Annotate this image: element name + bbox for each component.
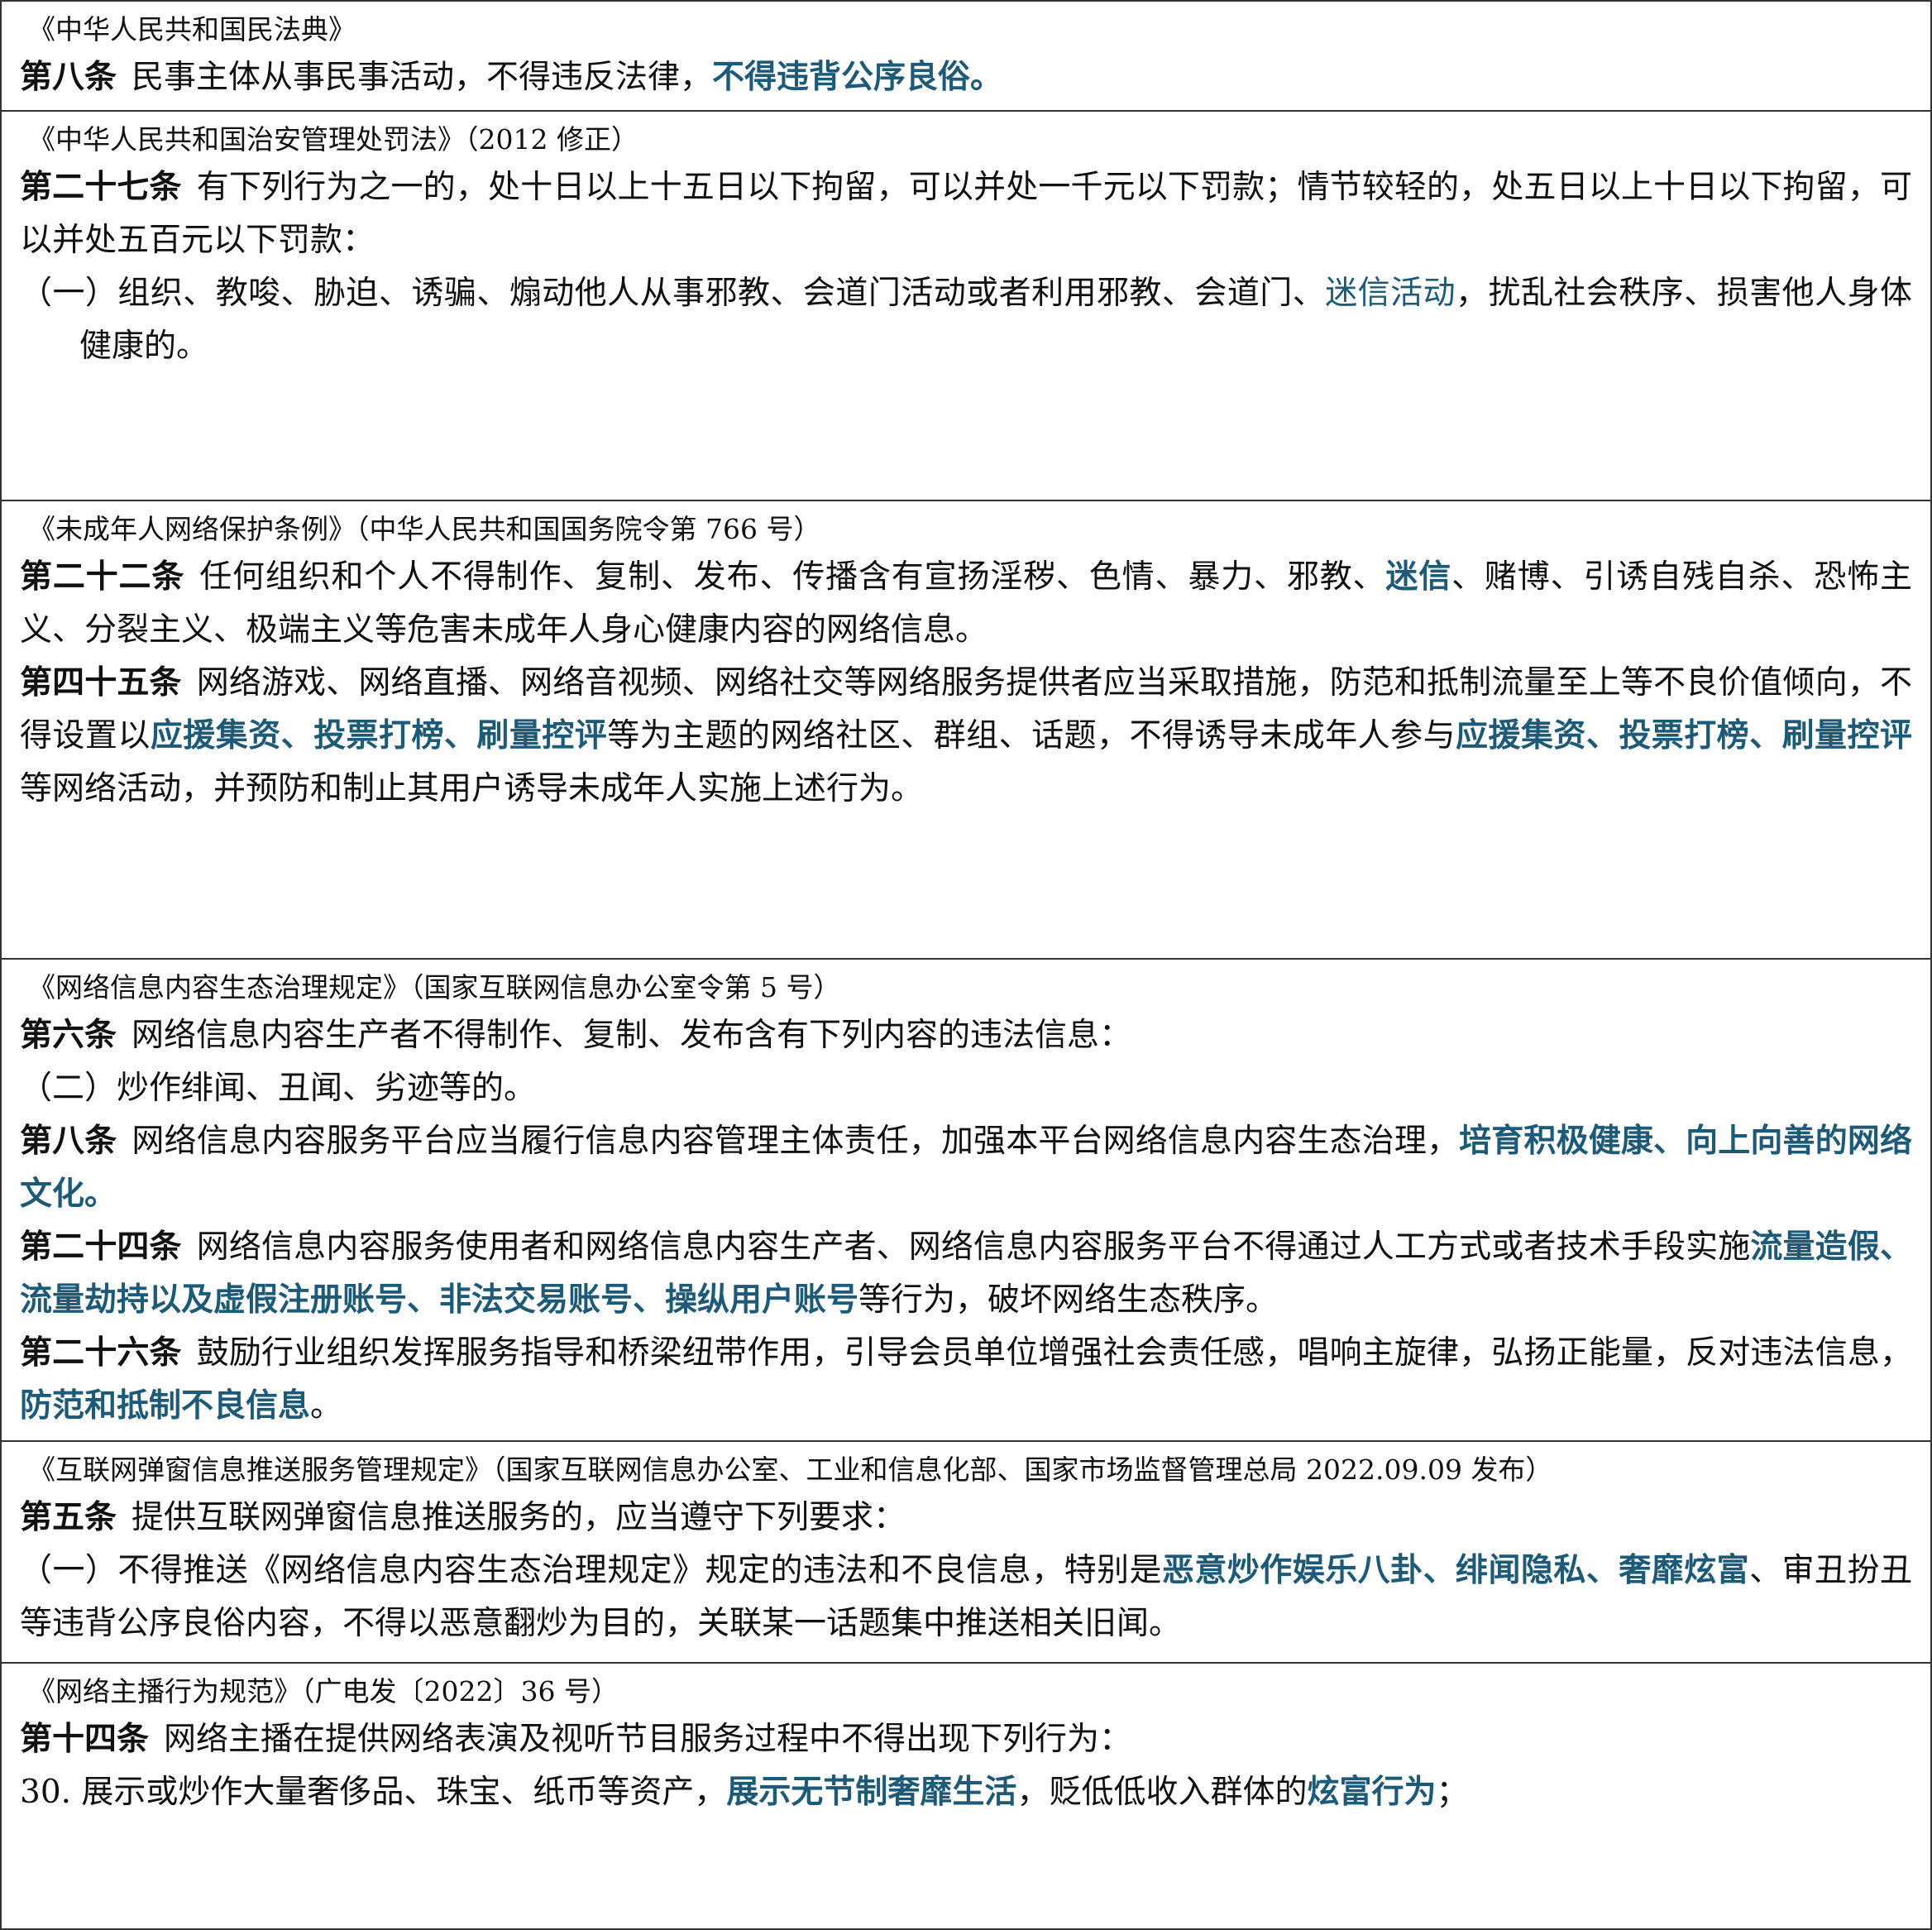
highlight-text: 防范和抵制不良信息	[20, 1387, 311, 1425]
article-label: 第二十六条	[20, 1334, 182, 1372]
text-run: 等网络活动，并预防和制止其用户诱导未成年人实施上述行为。	[20, 770, 924, 807]
highlight-text: 迷信	[1385, 558, 1452, 596]
text-run: ，扰乱社会秩序、损害他人身体健康的。	[79, 275, 1912, 365]
highlight-text: 应援集资、投票打榜、刷量控评	[150, 717, 608, 754]
highlight-text: 培育积极健康、向上向善的网络文化。	[20, 1123, 1912, 1213]
highlight-text: 炫富行为	[1307, 1774, 1437, 1811]
text-run: 网络游戏、网络直播、网络音视频、网络社交等网络服务提供者应当采取措施，防范和抵制…	[20, 664, 1912, 754]
section: 《中华人民共和国治安管理处罚法》（2012 修正） 第二十七条 有下列行为之一的，处…	[2, 112, 1930, 501]
text-run: 任何组织和个人不得制作、复制、发布、传播含有宣扬淫秽、色情、暴力、邪教、	[199, 558, 1386, 596]
text-run: 、审丑扮丑等违背公序良俗内容，不得以恶意翻炒为目的，关联某一话题集中推送相关旧闻…	[20, 1552, 1912, 1642]
article-label: 第二十二条	[20, 558, 185, 596]
paragraph: 第二十四条 网络信息内容服务使用者和网络信息内容生产者、网络信息内容服务平台不得通…	[20, 1221, 1912, 1327]
section: 《未成年人网络保护条例》（中华人民共和国国务院令第 766 号） 第二十二条 任何组…	[2, 501, 1930, 960]
text-run: 网络信息内容生产者不得制作、复制、发布含有下列内容的违法信息：	[132, 1017, 1132, 1054]
text-run: （一）组织、教唆、胁迫、诱骗、煽动他人从事邪教、会道门活动或者利用邪教、会道门、	[20, 275, 1326, 312]
paragraph: 第十四条 网络主播在提供网络表演及视听节目服务过程中不得出现下列行为：	[20, 1713, 1912, 1766]
section-title: 《中华人民共和国治安管理处罚法》（2012 修正）	[28, 123, 638, 156]
paragraph: （一）不得推送《网络信息内容生态治理规定》规定的违法和不良信息，特别是恶意炒作娱…	[20, 1544, 1912, 1650]
article-label: 第八条	[20, 59, 117, 96]
text-run: 鼓励行业组织发挥服务指导和桥梁纽带作用，引导会员单位增强社会责任感，唱响主旋律，…	[196, 1334, 1912, 1372]
highlight-text: 流量造假、流量劫持以及虚假注册账号、非法交易账号、操纵用户账号	[20, 1228, 1912, 1319]
article-label: 第十四条	[20, 1721, 150, 1758]
article-label: 第五条	[20, 1499, 117, 1536]
paragraph: 30. 展示或炒作大量奢侈品、珠宝、纸币等资产，展示无节制奢靡生活，贬低低收入群…	[20, 1766, 1912, 1819]
section-title: 《未成年人网络保护条例》（中华人民共和国国务院令第 766 号）	[28, 513, 821, 545]
paragraph: 第五条 提供互联网弹窗信息推送服务的，应当遵守下列要求：	[20, 1492, 1912, 1544]
section-title: 《互联网弹窗信息推送服务管理规定》（国家互联网信息办公室、工业和信息化部、国家市…	[28, 1453, 1553, 1486]
article-label: 第八条	[20, 1123, 117, 1160]
text-run: 等行为，破坏网络生态秩序。	[858, 1281, 1279, 1319]
text-run: 、赌博、引诱自残自杀、恐怖主义、分裂主义、极端主义等危害未成年人身心健康内容的网…	[20, 558, 1912, 649]
text-run: ，贬低低收入群体的	[1016, 1774, 1308, 1811]
section: 《互联网弹窗信息推送服务管理规定》（国家互联网信息办公室、工业和信息化部、国家市…	[2, 1442, 1930, 1664]
text-run: 有下列行为之一的，处十日以上十五日以下拘留，可以并处一千元以下罚款；情节较轻的，…	[20, 169, 1912, 259]
highlight-text: 不得违背公序良俗。	[712, 59, 1003, 96]
highlight-text: 恶意炒作娱乐八卦、绯闻隐私、奢靡炫富	[1161, 1552, 1750, 1589]
text-run: 30. 展示或炒作大量奢侈品、珠宝、纸币等资产，	[20, 1774, 727, 1811]
section-title: 《网络信息内容生态治理规定》（国家互联网信息办公室令第 5 号）	[28, 971, 841, 1003]
text-run: 网络信息内容服务使用者和网络信息内容生产者、网络信息内容服务平台不得通过人工方式…	[196, 1228, 1751, 1266]
text-run: 等为主题的网络社区、群组、话题，不得诱导未成年人参与	[607, 717, 1456, 754]
paragraph: （一）组织、教唆、胁迫、诱骗、煽动他人从事邪教、会道门活动或者利用邪教、会道门、…	[20, 267, 1912, 373]
section-title: 《中华人民共和国民法典》	[28, 13, 356, 45]
text-run: 网络信息内容服务平台应当履行信息内容管理主体责任，加强本平台网络信息内容生态治理…	[132, 1123, 1460, 1160]
paragraph: （二）炒作绯闻、丑闻、劣迹等的。	[20, 1062, 1912, 1115]
highlight-text: 展示无节制奢靡生活	[726, 1774, 1017, 1811]
paragraph: 第四十五条 网络游戏、网络直播、网络音视频、网络社交等网络服务提供者应当采取措施，…	[20, 657, 1912, 816]
article-label: 第二十七条	[20, 169, 182, 206]
text-run: （二）炒作绯闻、丑闻、劣迹等的。	[20, 1070, 537, 1107]
paragraph: 第二十六条 鼓励行业组织发挥服务指导和桥梁纽带作用，引导会员单位增强社会责任感，唱…	[20, 1327, 1912, 1433]
section: 《中华人民共和国民法典》第八条 民事主体从事民事活动，不得违反法律，不得违背公序良…	[2, 2, 1930, 112]
text-run: 提供互联网弹窗信息推送服务的，应当遵守下列要求：	[132, 1499, 906, 1536]
article-label: 第二十四条	[20, 1228, 182, 1266]
paragraph: 第六条 网络信息内容生产者不得制作、复制、发布含有下列内容的违法信息：	[20, 1009, 1912, 1062]
paragraph: 第二十二条 任何组织和个人不得制作、复制、发布、传播含有宣扬淫秽、色情、暴力、邪教…	[20, 551, 1912, 657]
article-label: 第四十五条	[20, 664, 182, 702]
text-run: 民事主体从事民事活动，不得违反法律，	[132, 59, 713, 96]
paragraph: 第八条 网络信息内容服务平台应当履行信息内容管理主体责任，加强本平台网络信息内容生…	[20, 1115, 1912, 1221]
text-run: ；	[1436, 1774, 1469, 1811]
section: 《网络信息内容生态治理规定》（国家互联网信息办公室令第 5 号） 第六条 网络信息内…	[2, 960, 1930, 1442]
text-run: 网络主播在提供网络表演及视听节目服务过程中不得出现下列行为：	[164, 1721, 1132, 1758]
article-label: 第六条	[20, 1017, 117, 1054]
paragraph: 第二十七条 有下列行为之一的，处十日以上十五日以下拘留，可以并处一千元以下罚款；情…	[20, 161, 1912, 267]
text-run: 。	[310, 1387, 343, 1425]
section: 《网络主播行为规范》（广电发〔2022〕36 号） 第十四条 网络主播在提供网络表演…	[2, 1664, 1930, 1928]
paragraph: 第八条 民事主体从事民事活动，不得违反法律，不得违背公序良俗。	[20, 51, 1912, 104]
section-title: 《网络主播行为规范》（广电发〔2022〕36 号）	[28, 1675, 619, 1707]
text-run: （一）不得推送《网络信息内容生态治理规定》规定的违法和不良信息，特别是	[20, 1552, 1162, 1589]
highlight-text: 迷信活动	[1325, 275, 1456, 312]
highlight-text: 应援集资、投票打榜、刷量控评	[1456, 717, 1912, 754]
